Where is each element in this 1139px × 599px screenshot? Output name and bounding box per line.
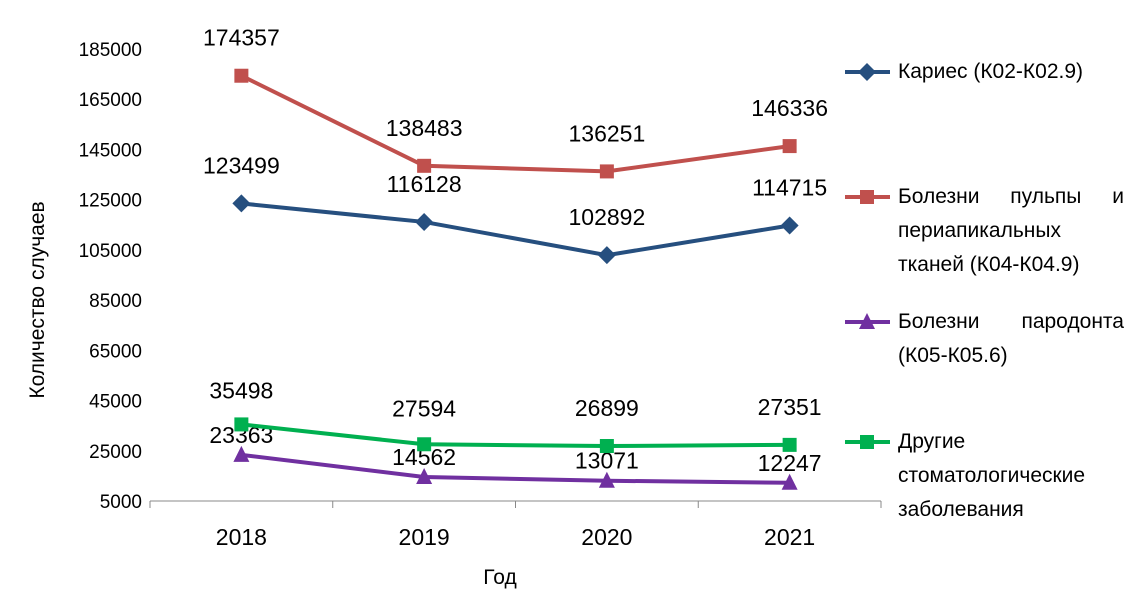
y-axis-title: Количество случаев bbox=[26, 201, 49, 398]
data-point bbox=[416, 467, 433, 484]
series-line bbox=[241, 452, 790, 485]
data-point bbox=[781, 473, 798, 490]
data-label: 174357 bbox=[203, 25, 280, 51]
data-point bbox=[782, 139, 797, 154]
data-point bbox=[599, 439, 614, 454]
data-point bbox=[782, 437, 797, 452]
y-tick-label: 65000 bbox=[89, 341, 142, 362]
data-label: 116128 bbox=[387, 171, 462, 197]
y-tick-label: 145000 bbox=[79, 140, 142, 161]
y-tick-label: 125000 bbox=[79, 191, 142, 212]
data-label: 12247 bbox=[758, 450, 822, 476]
data-label: 146336 bbox=[751, 95, 828, 121]
data-point bbox=[415, 212, 434, 231]
legend-label: Кариес (К02-К02.9) bbox=[898, 60, 1084, 83]
y-tick-label: 5000 bbox=[100, 492, 142, 513]
data-label: 27594 bbox=[392, 395, 456, 421]
y-tick-label: 185000 bbox=[79, 40, 142, 61]
data-point bbox=[598, 471, 615, 488]
legend-label: Болезни пульпы и периапикальных тканей (… bbox=[898, 185, 1124, 276]
series-line bbox=[240, 73, 790, 174]
y-tick-label: 165000 bbox=[79, 90, 142, 111]
data-point bbox=[780, 216, 799, 235]
series-line bbox=[241, 201, 790, 258]
y-tick-label: 85000 bbox=[89, 291, 142, 312]
data-point bbox=[599, 164, 614, 179]
data-label: 27351 bbox=[758, 394, 822, 420]
legend-marker bbox=[859, 313, 875, 329]
data-point bbox=[233, 445, 250, 462]
x-tick-label: 2020 bbox=[581, 524, 632, 550]
legend-marker bbox=[860, 190, 874, 204]
data-point bbox=[417, 158, 432, 173]
data-label: 136251 bbox=[569, 120, 646, 146]
data-label: 26899 bbox=[575, 395, 639, 421]
series-line bbox=[241, 422, 790, 449]
data-point bbox=[232, 194, 251, 213]
data-label: 114715 bbox=[752, 174, 827, 200]
y-tick-label: 25000 bbox=[89, 442, 142, 463]
x-axis-title: Год bbox=[483, 566, 516, 589]
y-tick-label: 45000 bbox=[89, 392, 142, 413]
data-point bbox=[597, 246, 616, 265]
y-tick-label: 105000 bbox=[79, 241, 142, 262]
legend-marker bbox=[858, 63, 876, 81]
data-label: 102892 bbox=[569, 204, 646, 230]
legend-marker bbox=[860, 435, 874, 449]
legend-label: Другие стоматологические заболевания bbox=[898, 430, 1086, 521]
x-tick-label: 2019 bbox=[399, 524, 450, 550]
x-tick-label: 2018 bbox=[216, 524, 267, 550]
data-point bbox=[417, 437, 432, 452]
data-point bbox=[234, 68, 249, 83]
x-tick-label: 2021 bbox=[764, 524, 815, 550]
data-label: 123499 bbox=[203, 152, 280, 178]
data-label: 35498 bbox=[209, 377, 273, 403]
data-label: 138483 bbox=[386, 115, 463, 141]
data-point bbox=[234, 417, 249, 432]
legend-label: Болезни пародонта (К05-К05.6) bbox=[898, 310, 1124, 367]
